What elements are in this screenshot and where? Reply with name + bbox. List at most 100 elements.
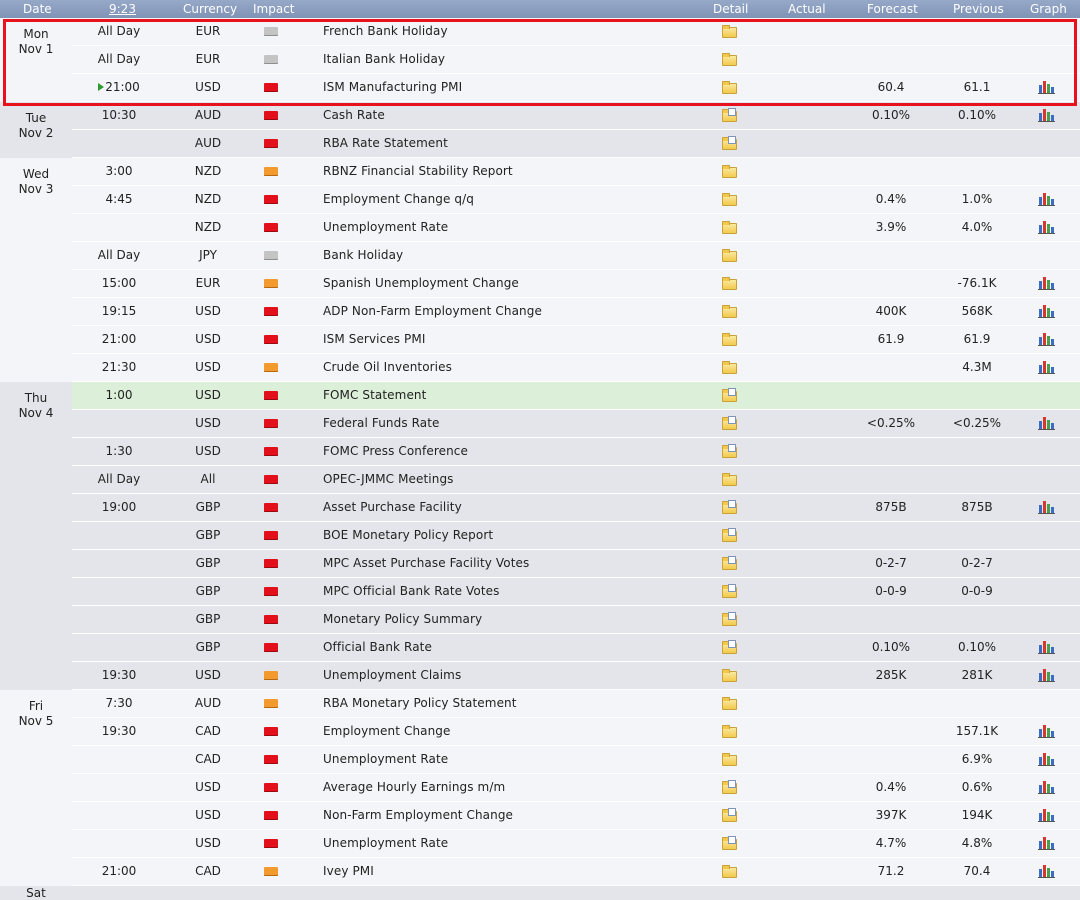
bar-chart-icon[interactable] [1038, 835, 1056, 851]
event-row[interactable]: All Day All OPEC-JMMC Meetings [72, 466, 1080, 494]
folder-icon[interactable] [722, 640, 737, 654]
folder-icon[interactable] [722, 136, 737, 150]
event-title[interactable]: OPEC-JMMC Meetings [323, 472, 454, 486]
event-row[interactable]: GBP Official Bank Rate 0.10% 0.10% [72, 634, 1080, 662]
event-title[interactable]: Ivey PMI [323, 864, 374, 878]
event-title[interactable]: Federal Funds Rate [323, 416, 440, 430]
event-title[interactable]: Employment Change q/q [323, 192, 474, 206]
folder-icon[interactable] [722, 221, 737, 234]
folder-icon[interactable] [722, 556, 737, 570]
event-row[interactable]: 15:00 EUR Spanish Unemployment Change -76.1… [72, 270, 1080, 298]
bar-chart-icon[interactable] [1038, 359, 1056, 375]
folder-icon[interactable] [722, 808, 737, 822]
event-row[interactable]: 21:00 CAD Ivey PMI 71.2 70.4 [72, 858, 1080, 886]
folder-icon[interactable] [722, 305, 737, 318]
event-row[interactable]: NZD Unemployment Rate 3.9% 4.0% [72, 214, 1080, 242]
event-row[interactable]: 19:00 GBP Asset Purchase Facility 875B 875B [72, 494, 1080, 522]
event-title[interactable]: Monetary Policy Summary [323, 612, 483, 626]
folder-icon[interactable] [722, 444, 737, 458]
event-title[interactable]: Employment Change [323, 724, 451, 738]
event-row[interactable]: GBP MPC Asset Purchase Facility Votes 0-2-… [72, 550, 1080, 578]
event-title[interactable]: Bank Holiday [323, 248, 404, 262]
event-title[interactable]: ISM Services PMI [323, 332, 426, 346]
event-row[interactable]: USD Average Hourly Earnings m/m 0.4% 0.6% [72, 774, 1080, 802]
bar-chart-icon[interactable] [1038, 779, 1056, 795]
folder-icon[interactable] [722, 361, 737, 374]
event-row[interactable]: All Day EUR French Bank Holiday [72, 18, 1080, 46]
event-title[interactable]: Spanish Unemployment Change [323, 276, 519, 290]
folder-icon[interactable] [722, 165, 737, 178]
event-row[interactable]: 19:15 USD ADP Non-Farm Employment Change 40… [72, 298, 1080, 326]
folder-icon[interactable] [722, 249, 737, 262]
event-row[interactable]: GBP MPC Official Bank Rate Votes 0-0-9 0-0-… [72, 578, 1080, 606]
folder-icon[interactable] [722, 388, 737, 402]
event-row[interactable]: 1:00 USD FOMC Statement [72, 382, 1080, 410]
folder-icon[interactable] [722, 333, 737, 346]
event-title[interactable]: Non-Farm Employment Change [323, 808, 514, 822]
event-title[interactable]: Asset Purchase Facility [323, 500, 462, 514]
event-row[interactable]: USD Unemployment Rate 4.7% 4.8% [72, 830, 1080, 858]
event-title[interactable]: Official Bank Rate [323, 640, 432, 654]
event-row[interactable]: 21:30 USD Crude Oil Inventories 4.3M [72, 354, 1080, 382]
folder-icon[interactable] [722, 81, 737, 94]
folder-icon[interactable] [722, 528, 737, 542]
event-row[interactable]: 10:30 AUD Cash Rate 0.10% 0.10% [72, 102, 1080, 130]
event-row[interactable]: 4:45 NZD Employment Change q/q 0.4% 1.0% [72, 186, 1080, 214]
event-row[interactable]: CAD Unemployment Rate 6.9% [72, 746, 1080, 774]
event-title[interactable]: Italian Bank Holiday [323, 52, 446, 66]
folder-icon[interactable] [722, 584, 737, 598]
event-title[interactable]: French Bank Holiday [323, 24, 448, 38]
folder-icon[interactable] [722, 780, 737, 794]
event-title[interactable]: ISM Manufacturing PMI [323, 80, 463, 94]
bar-chart-icon[interactable] [1038, 191, 1056, 207]
folder-icon[interactable] [722, 612, 737, 626]
event-title[interactable]: RBA Rate Statement [323, 136, 448, 150]
bar-chart-icon[interactable] [1038, 331, 1056, 347]
header-time-link[interactable]: 9:23 [109, 2, 136, 16]
bar-chart-icon[interactable] [1038, 499, 1056, 515]
event-title[interactable]: Cash Rate [323, 108, 385, 122]
folder-icon[interactable] [722, 697, 737, 710]
folder-icon[interactable] [722, 500, 737, 514]
event-title[interactable]: BOE Monetary Policy Report [323, 528, 494, 542]
bar-chart-icon[interactable] [1038, 275, 1056, 291]
folder-icon[interactable] [722, 277, 737, 290]
bar-chart-icon[interactable] [1038, 303, 1056, 319]
event-row[interactable]: All Day JPY Bank Holiday [72, 242, 1080, 270]
folder-icon[interactable] [722, 53, 737, 66]
event-row[interactable]: 21:00 USD ISM Manufacturing PMI 60.4 61.1 [72, 74, 1080, 102]
event-title[interactable]: Average Hourly Earnings m/m [323, 780, 506, 794]
event-title[interactable]: Unemployment Rate [323, 752, 449, 766]
folder-icon[interactable] [722, 725, 737, 738]
event-row[interactable]: All Day EUR Italian Bank Holiday [72, 46, 1080, 74]
folder-icon[interactable] [722, 25, 737, 38]
bar-chart-icon[interactable] [1038, 219, 1056, 235]
event-title[interactable]: MPC Asset Purchase Facility Votes [323, 556, 530, 570]
folder-icon[interactable] [722, 473, 737, 486]
folder-icon[interactable] [722, 865, 737, 878]
bar-chart-icon[interactable] [1038, 807, 1056, 823]
bar-chart-icon[interactable] [1038, 863, 1056, 879]
event-title[interactable]: FOMC Press Conference [323, 444, 468, 458]
event-row[interactable]: 19:30 CAD Employment Change 157.1K [72, 718, 1080, 746]
bar-chart-icon[interactable] [1038, 79, 1056, 95]
bar-chart-icon[interactable] [1038, 723, 1056, 739]
event-title[interactable]: RBA Monetary Policy Statement [323, 696, 517, 710]
event-row[interactable]: 7:30 AUD RBA Monetary Policy Statement [72, 690, 1080, 718]
event-row[interactable]: USD Non-Farm Employment Change 397K 194K [72, 802, 1080, 830]
event-row[interactable]: AUD RBA Rate Statement [72, 130, 1080, 158]
folder-icon[interactable] [722, 753, 737, 766]
event-title[interactable]: Unemployment Rate [323, 836, 449, 850]
event-title[interactable]: RBNZ Financial Stability Report [323, 164, 513, 178]
event-row[interactable]: GBP BOE Monetary Policy Report [72, 522, 1080, 550]
event-title[interactable]: Crude Oil Inventories [323, 360, 452, 374]
folder-icon[interactable] [722, 416, 737, 430]
folder-icon[interactable] [722, 836, 737, 850]
event-row[interactable]: 1:30 USD FOMC Press Conference [72, 438, 1080, 466]
event-row[interactable]: USD Federal Funds Rate <0.25% <0.25% [72, 410, 1080, 438]
event-title[interactable]: Unemployment Claims [323, 668, 462, 682]
event-row[interactable]: 19:30 USD Unemployment Claims 285K 281K [72, 662, 1080, 690]
event-title[interactable]: FOMC Statement [323, 388, 427, 402]
bar-chart-icon[interactable] [1038, 107, 1056, 123]
bar-chart-icon[interactable] [1038, 667, 1056, 683]
